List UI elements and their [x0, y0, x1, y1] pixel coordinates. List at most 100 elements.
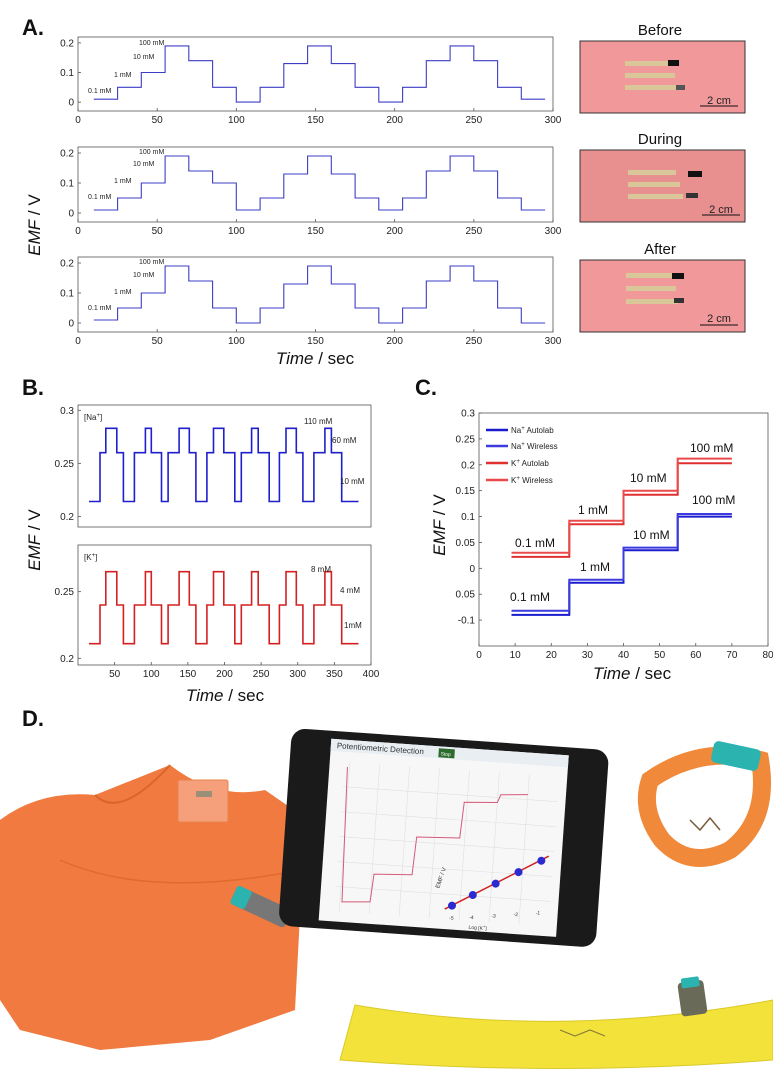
- y-tick-label: 0.1: [60, 68, 74, 79]
- annotation-60mm: 60 mM: [332, 436, 357, 445]
- x-tick-label: 20: [546, 650, 558, 661]
- x-tick-label: 250: [253, 669, 270, 680]
- y-tick-label: 0.2: [60, 512, 74, 523]
- sensor-array: [628, 170, 702, 199]
- annotation-10mm: 10 mM: [340, 477, 365, 486]
- annotation-10mm: 10 mM: [133, 161, 155, 168]
- fabric-swatch: [579, 259, 746, 333]
- y-tick-label: 0.15: [456, 486, 476, 497]
- y-tick-label: 0.05: [456, 590, 476, 601]
- sodium-trace-line: [89, 427, 359, 503]
- x-tick-label: 250: [465, 336, 482, 347]
- y-tick-label: 0.2: [60, 654, 74, 665]
- photo-title-before: Before: [638, 22, 682, 39]
- photo-title-during: During: [638, 131, 682, 148]
- legend-label-k-autolab: K+ Autolab: [511, 459, 549, 468]
- panel-a-middle-plot: 0 0.1 0.2 0 50 100 150 200 250 300: [60, 146, 562, 237]
- sensor-electrodes: [196, 791, 212, 797]
- annotation-4mm: 4 mM: [340, 586, 360, 595]
- plot-frame: [77, 146, 554, 223]
- y-tick-label: 0.3: [60, 406, 74, 417]
- orange-wristband: [637, 741, 771, 867]
- series-line-na-wireless: [511, 513, 732, 612]
- annotation-na-0-1mm: 0.1 mM: [510, 590, 550, 604]
- y-tick-label: 0.1: [60, 289, 74, 300]
- x-tick-label: 60: [690, 650, 702, 661]
- annotation-0-1mm: 0.1 mM: [88, 305, 112, 312]
- calibration-point: [537, 856, 546, 865]
- annotation-100mm: 100 mM: [139, 40, 164, 47]
- photo-title-after: After: [644, 241, 676, 258]
- headband-sensor: [559, 1029, 606, 1037]
- legend-label-k-wireless: K+ Wireless: [511, 476, 553, 485]
- y-tick-label: 0.25: [456, 434, 476, 445]
- panel-a-top-plot: 0 0.1 0.2 0 50 100 150 200 250 300: [60, 36, 562, 126]
- y-tick-label: 0.25: [55, 459, 75, 470]
- panel-c-potassium-annotations: 0.1 mM 1 mM 10 mM 100 mM: [515, 441, 733, 550]
- y-tick-label: 0: [68, 319, 74, 330]
- x-tick-label: 0: [75, 226, 81, 237]
- x-tick-label: 100: [228, 226, 245, 237]
- panel-c-plot: 0.3 0.25 0.2 0.15 0.1 0.05 0 0.05 -0.1 0 10 20 30 40 5…: [456, 409, 773, 662]
- annotation-1mm: 1 mM: [114, 72, 132, 79]
- sensor-array: [625, 60, 685, 90]
- calibration-point: [468, 891, 477, 900]
- tablet-live-trace: [341, 766, 528, 903]
- inset-tick: -2: [513, 912, 518, 918]
- annotation-k-0-1mm: 0.1 mM: [515, 536, 555, 550]
- calibration-point: [514, 868, 523, 877]
- x-tick-label: 200: [216, 669, 233, 680]
- inset-tick: -4: [469, 915, 474, 921]
- panel-c-y-axis-label: EMF / V: [430, 494, 449, 556]
- annotation-110mm: 110 mM: [304, 417, 333, 426]
- emf-trace-line: [93, 155, 546, 211]
- x-tick-label: 0: [476, 650, 482, 661]
- calibration-point: [448, 901, 457, 910]
- annotation-1mm: 1mM: [344, 621, 362, 630]
- plot-frame: [77, 36, 554, 112]
- x-tick-label: 10: [510, 650, 522, 661]
- panel-a-x-axis-label: Time / sec: [276, 349, 355, 368]
- y-tick-label: 0.3: [461, 409, 475, 420]
- annotation-8mm: 8 mM: [311, 565, 331, 574]
- panel-b-y-axis-label: EMF / V: [25, 509, 44, 571]
- wristband-transmitter: [711, 741, 761, 771]
- annotation-10mm: 10 mM: [133, 272, 155, 279]
- y-tick-label: 0.2: [60, 38, 74, 49]
- headband-transmitter: [677, 976, 708, 1017]
- x-tick-label: 200: [386, 115, 403, 126]
- photo-after: After 2 cm: [579, 241, 746, 333]
- x-tick-label: 50: [109, 669, 121, 680]
- y-tick-label: -0.1: [458, 616, 476, 627]
- y-tick-label: 0: [68, 98, 74, 109]
- inset-tick: -1: [535, 910, 540, 916]
- panel-label-a: A.: [22, 15, 44, 40]
- ion-label-potassium: [K+]: [84, 553, 97, 562]
- calibration-point: [491, 879, 500, 888]
- orange-shirt: [0, 765, 330, 1050]
- tablet-stop-badge[interactable]: Stop: [440, 751, 451, 758]
- x-tick-label: 100: [143, 669, 160, 680]
- annotation-k-10mm: 10 mM: [630, 471, 667, 485]
- x-tick-label: 300: [545, 115, 562, 126]
- scale-label: 2 cm: [707, 95, 731, 107]
- x-tick-label: 250: [465, 226, 482, 237]
- x-tick-label: 50: [152, 115, 164, 126]
- x-tick-label: 400: [363, 669, 380, 680]
- wristband-sensor: [689, 816, 721, 832]
- annotation-100mm: 100 mM: [139, 259, 164, 266]
- y-tick-label: 0.2: [60, 149, 74, 160]
- x-tick-label: 50: [152, 226, 164, 237]
- x-tick-label: 50: [654, 650, 666, 661]
- panel-c-x-axis-label: Time / sec: [593, 664, 672, 683]
- scale-label: 2 cm: [707, 313, 731, 325]
- x-tick-label: 150: [307, 226, 324, 237]
- panel-a-bottom-plot: 0 0.1 0.2 0 50 100 150 200 250 300: [60, 256, 562, 347]
- legend-label-na-wireless: Na+ Wireless: [511, 442, 558, 451]
- emf-trace-line: [93, 265, 546, 324]
- annotation-k-1mm: 1 mM: [578, 503, 608, 517]
- x-tick-label: 70: [726, 650, 738, 661]
- shirt-sensor-patch: [177, 779, 229, 823]
- tablet-calibration-inset: EMF / V -5 -4 -3 -2 -1 Log [K+]: [435, 855, 550, 932]
